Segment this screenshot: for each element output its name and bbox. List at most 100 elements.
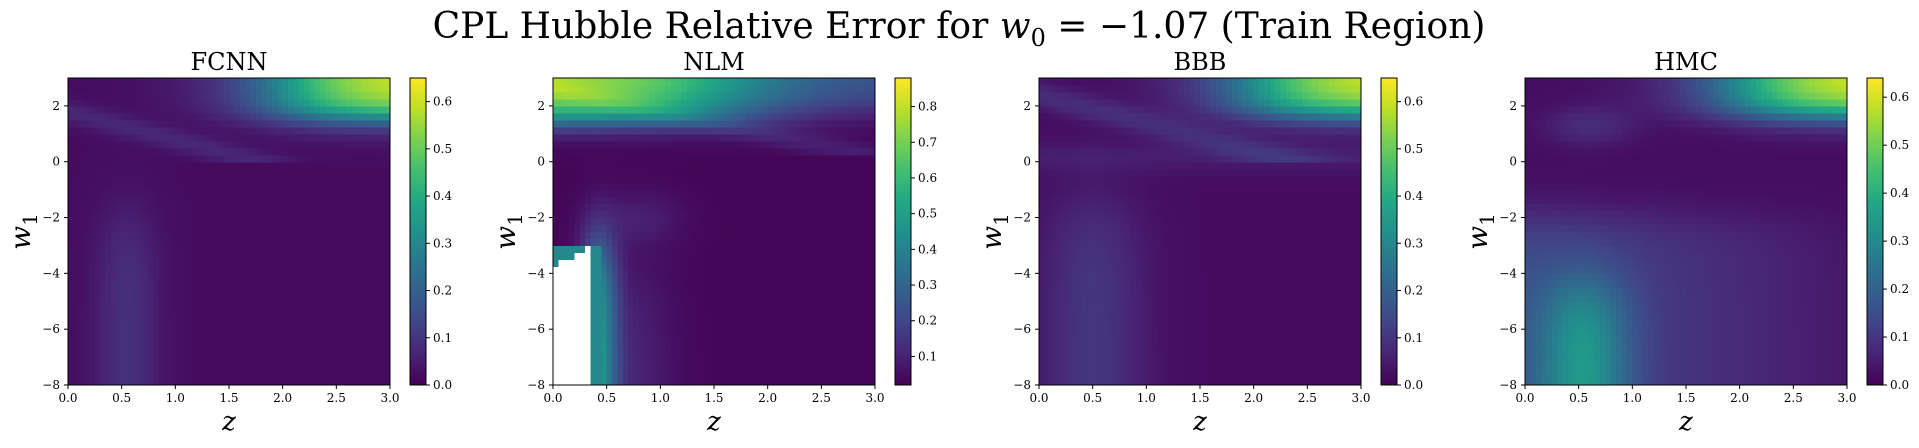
heatmap-cell [719, 217, 726, 226]
heatmap-cell [660, 350, 667, 358]
heatmap-cell [789, 336, 796, 344]
heatmap-cell [373, 294, 380, 302]
heatmap-cell [676, 105, 683, 114]
heatmap-cell [644, 154, 651, 163]
heatmap-cell [357, 224, 364, 233]
heatmap-cell [330, 84, 337, 93]
heatmap-cell [325, 91, 332, 100]
heatmap-cell [746, 224, 753, 233]
heatmap-cell [357, 336, 364, 344]
heatmap-cell [767, 287, 774, 295]
heatmap-cell [574, 161, 581, 170]
heatmap-cell [175, 343, 182, 351]
heatmap-cell [250, 231, 257, 240]
heatmap-cell [159, 224, 166, 233]
heatmap-cell [121, 147, 128, 156]
heatmap-cell [671, 203, 678, 212]
heatmap-cell [384, 168, 391, 177]
heatmap-cell [191, 112, 198, 121]
heatmap-cell [261, 217, 268, 226]
heatmap-cell [239, 133, 246, 142]
heatmap-cell [638, 259, 645, 267]
heatmap-cell [68, 84, 74, 93]
heatmap-cell [127, 112, 133, 121]
heatmap-cell [68, 203, 74, 212]
heatmap-cell [665, 203, 672, 212]
heatmap-cell [569, 105, 576, 114]
heatmap-cell [714, 119, 720, 128]
heatmap-cell [239, 196, 246, 205]
heatmap-cell [558, 343, 565, 351]
heatmap-cell [169, 364, 176, 372]
heatmap-cell [692, 364, 699, 372]
heatmap-cell [271, 287, 278, 295]
heatmap-cell [612, 245, 618, 254]
heatmap-cell [671, 189, 678, 198]
heatmap-cell [821, 161, 828, 170]
heatmap-cell [196, 371, 203, 379]
heatmap-cell [671, 105, 678, 114]
heatmap-cell [671, 231, 678, 240]
heatmap-cell [569, 301, 576, 309]
heatmap-cell [288, 252, 294, 261]
heatmap-cell [186, 78, 193, 86]
heatmap-cell [585, 154, 592, 163]
heatmap-cell [384, 294, 391, 302]
heatmap-cell [288, 126, 294, 135]
heatmap-cell [638, 280, 645, 288]
heatmap-cell [137, 133, 144, 142]
heatmap-cell [271, 133, 278, 142]
heatmap-cell [373, 196, 380, 205]
heatmap-cell [799, 91, 806, 100]
heatmap-cell [703, 84, 710, 93]
heatmap-cell [191, 315, 198, 323]
heatmap-cell [654, 119, 661, 128]
heatmap-cell [218, 217, 225, 226]
heatmap-cell [649, 91, 656, 100]
heatmap-cell [676, 336, 683, 344]
heatmap-cell [363, 147, 370, 156]
heatmap-cell [336, 126, 343, 135]
heatmap-cell [218, 343, 225, 351]
heatmap-cell [644, 140, 651, 149]
heatmap-cell [579, 322, 586, 330]
heatmap-cell [68, 140, 74, 149]
heatmap-cell [579, 140, 586, 149]
heatmap-cell [304, 210, 311, 219]
heatmap-cell [245, 98, 252, 107]
heatmap-cell [805, 378, 812, 386]
heatmap-cell [783, 315, 790, 323]
heatmap-cell [180, 161, 187, 170]
heatmap-cell [697, 322, 704, 330]
heatmap-cell [692, 273, 699, 281]
heatmap-cell [628, 126, 635, 135]
heatmap-cell [84, 350, 91, 358]
heatmap-cell [196, 266, 203, 274]
heatmap-cell [660, 196, 667, 205]
heatmap-cell [553, 357, 559, 365]
heatmap-cell [132, 308, 139, 316]
heatmap-cell [255, 371, 262, 379]
heatmap-cells [68, 78, 391, 386]
heatmap-cell [347, 133, 354, 142]
heatmap-cell [644, 308, 651, 316]
heatmap-cell [687, 133, 694, 142]
heatmap-cell [78, 322, 85, 330]
heatmap-cell [202, 168, 209, 177]
heatmap-cell [266, 259, 273, 267]
heatmap-cell [714, 126, 720, 135]
heatmap-cell [762, 343, 769, 351]
heatmap-cell [336, 210, 343, 219]
heatmap-cell [379, 133, 386, 142]
heatmap-cell [223, 119, 230, 128]
heatmap-cell [633, 378, 640, 386]
heatmap-cell [697, 210, 704, 219]
heatmap-cell [746, 357, 753, 365]
x-tick-label: 2.5 [327, 391, 346, 405]
heatmap-cell [590, 217, 597, 226]
heatmap-cell [654, 112, 661, 121]
heatmap-cell [638, 210, 645, 219]
heatmap-cell [697, 315, 704, 323]
heatmap-cell [180, 154, 187, 163]
heatmap-cell [563, 315, 570, 323]
